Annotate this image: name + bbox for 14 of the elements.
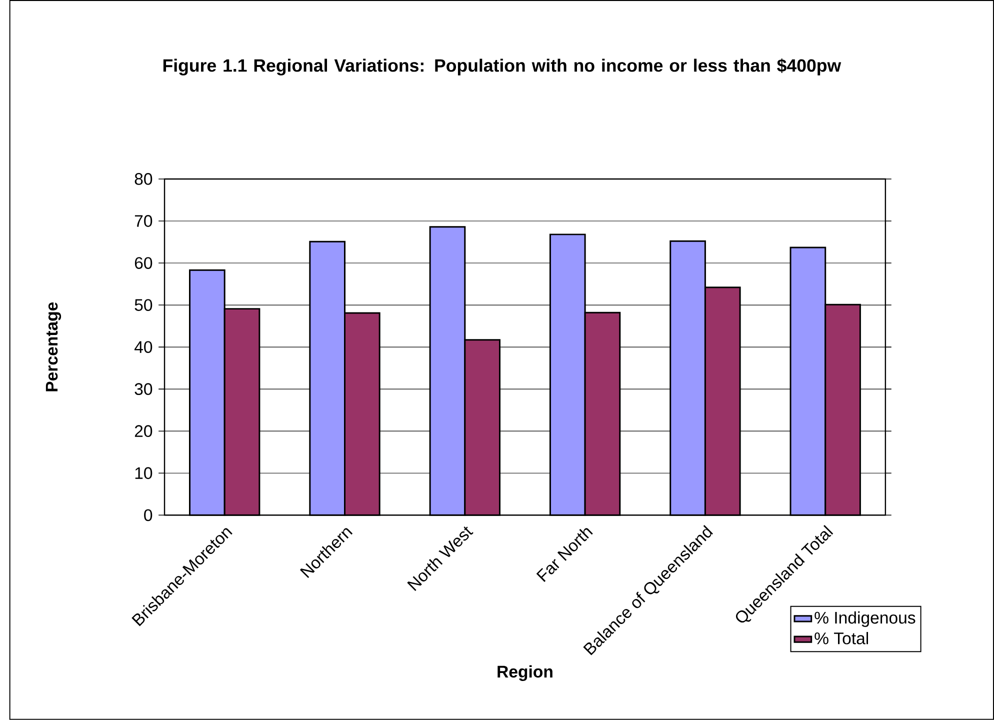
x-axis-title: Region [498, 665, 552, 682]
chart-title: Figure 1.1 Regional Variations: Population with no income or less than $400pw [163, 58, 842, 76]
y-tick-label: 40 [134, 341, 152, 354]
legend-label: % Total [814, 632, 868, 644]
y-axis-title: Percentage [46, 302, 62, 392]
y-tick-label: 70 [134, 215, 152, 227]
y-tick-label: 80 [134, 173, 152, 185]
y-tick-label: 60 [134, 257, 152, 270]
y-tick-label: 0 [144, 509, 152, 522]
y-tick-label: 20 [134, 425, 152, 438]
y-tick-label: 10 [135, 467, 152, 480]
y-tick-label: 30 [134, 383, 152, 396]
y-tick-label: 50 [134, 299, 152, 312]
legend-label: % Indigenous [814, 611, 916, 628]
